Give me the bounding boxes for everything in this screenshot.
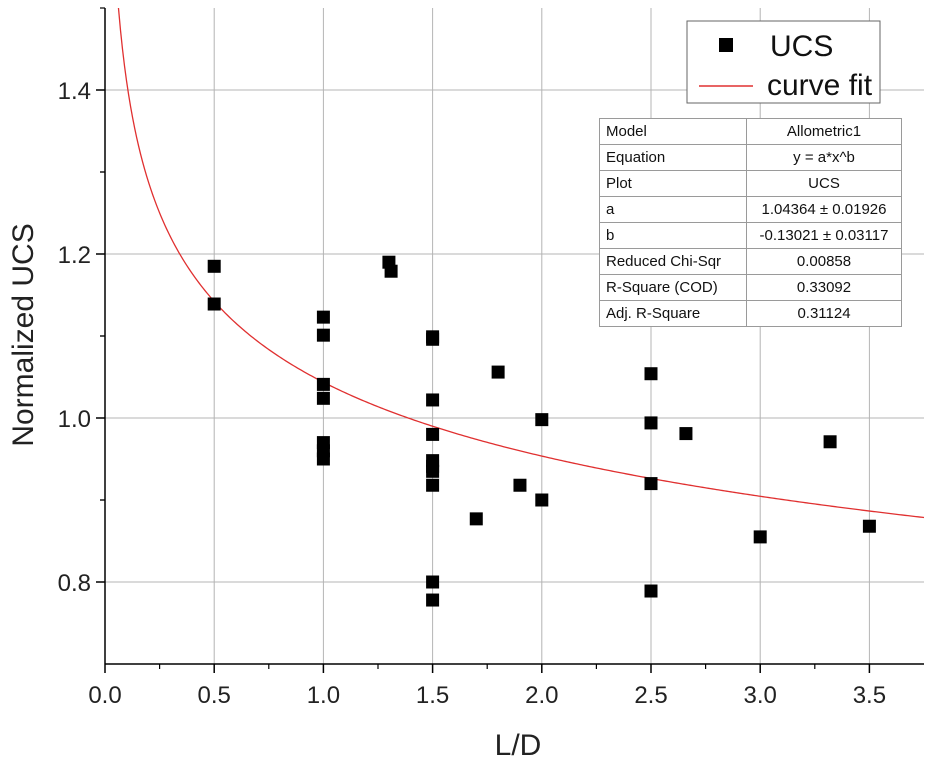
fit-table-row: a 1.04364 ± 0.01926 bbox=[599, 196, 902, 223]
fit-table-key: Equation bbox=[599, 144, 747, 171]
curve-fit-line bbox=[117, 7, 925, 519]
ucs-point bbox=[823, 435, 837, 449]
fit-table-value: 0.33092 bbox=[746, 274, 902, 301]
fit-table-value: 0.00858 bbox=[746, 248, 902, 275]
tick-labels: 0.0 0.5 1.0 1.5 2.0 2.5 3.0 3.5 0.8 1.0 1.2 1.4 bbox=[58, 78, 886, 709]
x-tick-label: 1.0 bbox=[307, 682, 340, 709]
ucs-point bbox=[316, 328, 330, 342]
x-axis-title: L/D bbox=[495, 729, 542, 762]
fit-table-key: Model bbox=[599, 118, 747, 145]
ucs-point bbox=[426, 478, 440, 492]
ucs-point bbox=[384, 264, 398, 278]
ucs-point bbox=[469, 512, 483, 526]
y-tick-label: 1.0 bbox=[58, 406, 91, 433]
legend-box bbox=[686, 20, 881, 104]
fit-table-value: 1.04364 ± 0.01926 bbox=[746, 196, 902, 223]
fit-table-key: R-Square (COD) bbox=[599, 274, 747, 301]
fit-table-key: b bbox=[599, 222, 747, 249]
ucs-point bbox=[753, 530, 767, 544]
ucs-point bbox=[207, 297, 221, 311]
fit-table-row: Adj. R-Square 0.31124 bbox=[599, 300, 902, 327]
ucs-point bbox=[862, 519, 876, 533]
ucs-point bbox=[316, 310, 330, 324]
x-tick-label: 0.5 bbox=[198, 682, 231, 709]
ucs-point bbox=[207, 259, 221, 273]
ucs-point bbox=[316, 377, 330, 391]
fit-table-row: Model Allometric1 bbox=[599, 118, 902, 145]
ucs-point bbox=[426, 575, 440, 589]
fit-table-key: Adj. R-Square bbox=[599, 300, 747, 327]
ucs-points-layer bbox=[207, 255, 876, 607]
ucs-point bbox=[426, 593, 440, 607]
x-tick-label: 2.0 bbox=[525, 682, 558, 709]
ucs-point bbox=[644, 584, 658, 598]
fit-table-value: Allometric1 bbox=[746, 118, 902, 145]
ucs-point bbox=[644, 416, 658, 430]
fit-table-key: a bbox=[599, 196, 747, 223]
fit-table-row: Equation y = a*x^b bbox=[599, 144, 902, 171]
x-tick-label: 0.0 bbox=[88, 682, 121, 709]
fit-table-value: UCS bbox=[746, 170, 902, 197]
ucs-point bbox=[316, 452, 330, 466]
ucs-point bbox=[535, 493, 549, 507]
ucs-point bbox=[644, 367, 658, 381]
legend-curve-fit-label: curve fit bbox=[767, 69, 873, 102]
x-tick-label: 3.5 bbox=[853, 682, 886, 709]
fit-table-row: Plot UCS bbox=[599, 170, 902, 197]
grid bbox=[105, 8, 924, 664]
fit-table-value: -0.13021 ± 0.03117 bbox=[746, 222, 902, 249]
ucs-point bbox=[535, 413, 549, 427]
fit-table-row: Reduced Chi-Sqr 0.00858 bbox=[599, 248, 902, 275]
fit-table-value: 0.31124 bbox=[746, 300, 902, 327]
x-tick-label: 2.5 bbox=[634, 682, 667, 709]
legend-ucs-marker bbox=[719, 38, 733, 52]
ucs-point bbox=[644, 477, 658, 491]
y-axis-title: Normalized UCS bbox=[7, 223, 40, 446]
ucs-point bbox=[426, 464, 440, 478]
ucs-point bbox=[426, 393, 440, 407]
axes bbox=[96, 7, 924, 673]
x-tick-label: 1.5 bbox=[416, 682, 449, 709]
ucs-point bbox=[491, 365, 505, 379]
x-tick-label: 3.0 bbox=[744, 682, 777, 709]
y-tick-label: 1.2 bbox=[58, 242, 91, 269]
ucs-point bbox=[316, 391, 330, 405]
fit-table-row: R-Square (COD) 0.33092 bbox=[599, 274, 902, 301]
fit-table-key: Reduced Chi-Sqr bbox=[599, 248, 747, 275]
y-tick-label: 1.4 bbox=[58, 78, 91, 105]
y-tick-label: 0.8 bbox=[58, 570, 91, 597]
ucs-point bbox=[679, 427, 693, 441]
fit-table-key: Plot bbox=[599, 170, 747, 197]
ucs-point bbox=[513, 478, 527, 492]
legend: UCS curve fit bbox=[686, 20, 881, 104]
fit-results-table: Model Allometric1 Equation y = a*x^b Plot UCS… bbox=[599, 118, 902, 327]
fit-table-row: b -0.13021 ± 0.03117 bbox=[599, 222, 902, 249]
legend-ucs-label: UCS bbox=[770, 30, 833, 63]
fit-table-value: y = a*x^b bbox=[746, 144, 902, 171]
ucs-point bbox=[426, 332, 440, 346]
ucs-point bbox=[426, 427, 440, 441]
curve-fit-layer bbox=[117, 7, 925, 519]
